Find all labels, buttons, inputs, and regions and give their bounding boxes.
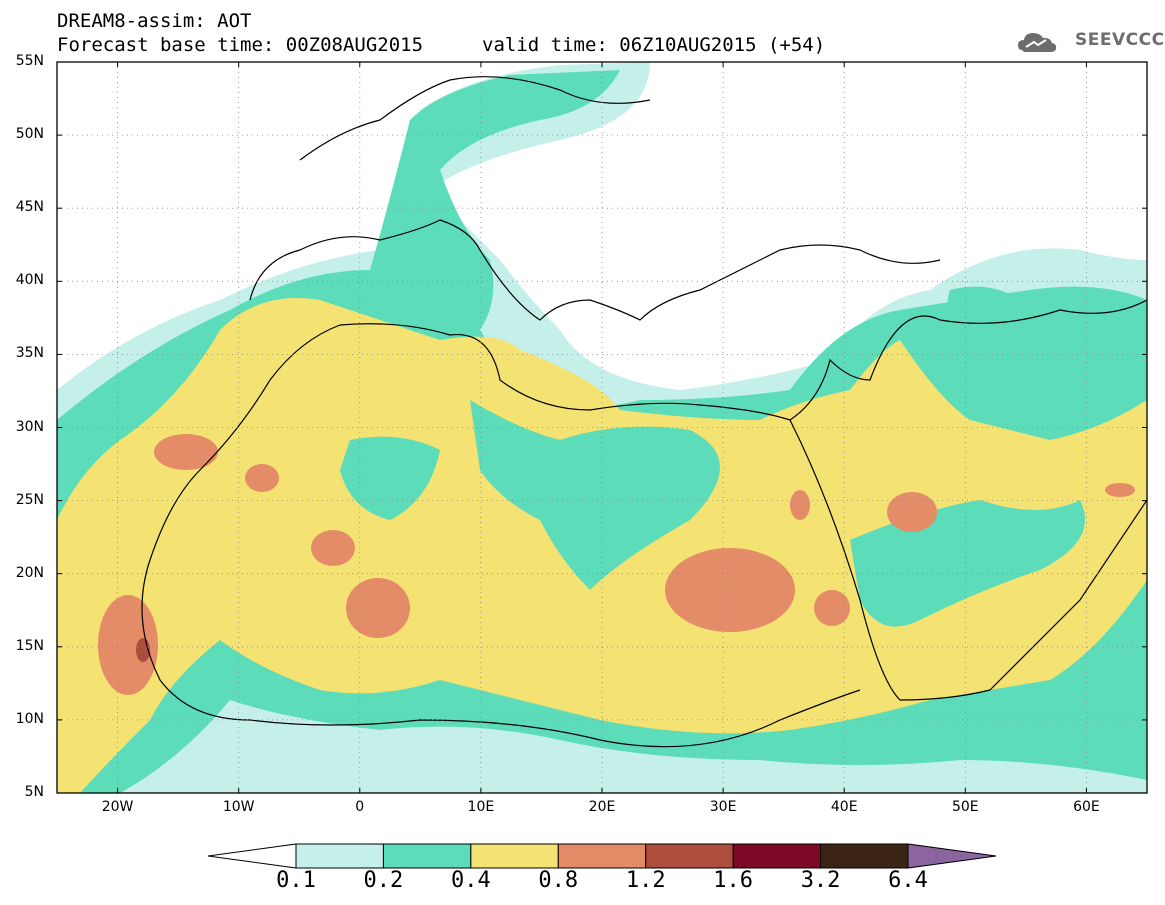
aot-patch-orange-algeria <box>311 530 355 566</box>
colorbar-label: 0.8 <box>538 868 579 893</box>
colorbar-label: 1.6 <box>713 868 754 893</box>
aot-patch-orange-saudi <box>887 492 937 532</box>
aot-patch-orange-wsahara <box>245 464 279 492</box>
coastline-europe <box>249 76 941 321</box>
map-frame <box>56 61 1148 794</box>
colorbar-label: 0.2 <box>363 868 404 893</box>
colorbar-cell <box>470 843 559 869</box>
colorbar-cell <box>295 843 384 869</box>
colorbar-cell <box>557 843 647 869</box>
aot-patch-orange-morocco <box>154 434 218 470</box>
lon-label: 0 <box>355 799 365 815</box>
colorbar-label: 3.2 <box>800 868 841 893</box>
lat-label: 40N <box>15 272 44 289</box>
colorbar <box>207 843 997 869</box>
colorbar-label: 6.4 <box>888 868 928 893</box>
coastline <box>141 299 1147 748</box>
lon-label: 50E <box>951 799 979 815</box>
colorbar-label: 1.2 <box>625 868 666 893</box>
lon-label: 20W <box>101 799 134 815</box>
lat-label: 25N <box>15 491 44 508</box>
lat-label: 15N <box>15 637 44 654</box>
forecast-base-time: Forecast base time: 00Z08AUG2015 <box>57 34 424 56</box>
cloud-logo-icon <box>1018 33 1057 52</box>
aot-patch-orange-oman <box>1105 483 1135 497</box>
lon-label: 10W <box>222 799 255 815</box>
colorbar-label: 0.1 <box>276 868 316 893</box>
valid-time: valid time: 06Z10AUG2015 (+54) <box>482 34 826 56</box>
lat-label: 20N <box>15 564 44 581</box>
lat-label: 5N <box>24 784 44 800</box>
lon-label: 10E <box>467 799 495 815</box>
lat-label: 10N <box>15 710 44 727</box>
lat-label: 50N <box>15 126 44 143</box>
colorbar-cell <box>645 843 734 869</box>
chart-title: DREAM8-assim: AOT <box>57 10 252 32</box>
aot-patch-orange-sudan <box>665 548 795 632</box>
logo-text: SEEVCCC <box>1075 30 1165 50</box>
lon-label: 60E <box>1073 799 1100 815</box>
aot-patch-orange-eritrea <box>814 590 850 626</box>
lon-label: 20E <box>588 799 616 815</box>
colorbar-cell <box>820 843 909 869</box>
colorbar-high-arrow <box>907 843 997 869</box>
lat-label: 45N <box>15 199 44 216</box>
lat-label: 35N <box>15 345 44 362</box>
lat-label: 55N <box>15 53 44 69</box>
aot-patch-orange-redsea <box>790 490 810 520</box>
colorbar-low-arrow <box>207 843 297 869</box>
colorbar-cell <box>732 843 822 869</box>
aot-patch-green-west <box>340 436 440 520</box>
lon-label: 30E <box>709 799 737 815</box>
grid-lines <box>57 62 1147 793</box>
lat-label: 30N <box>15 418 44 435</box>
lon-label: 40E <box>830 799 858 815</box>
colorbar-label: 0.4 <box>450 868 491 893</box>
colorbar-cell <box>382 843 472 869</box>
aot-patch-green-sahara <box>470 400 720 590</box>
aot-patch-orange-niger <box>346 578 410 638</box>
